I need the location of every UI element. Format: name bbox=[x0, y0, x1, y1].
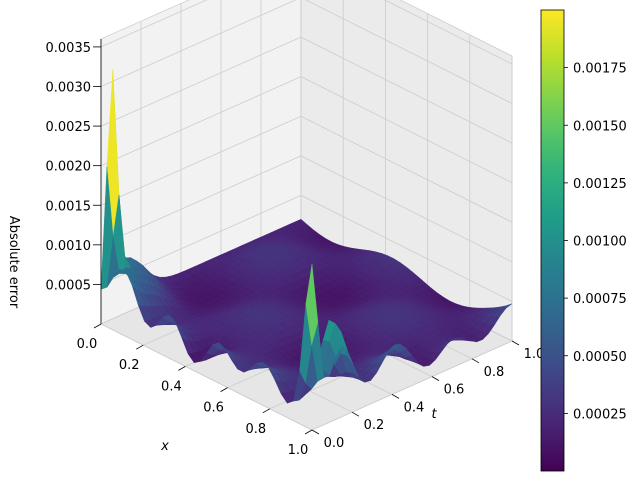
t-tick-mark bbox=[391, 394, 400, 399]
gridline-wall-z bbox=[305, 0, 513, 104]
colorbar-tick-label: 0.00125 bbox=[573, 177, 627, 192]
x-axis-label: x bbox=[160, 439, 169, 454]
z-tick-label: 0.0030 bbox=[46, 81, 92, 96]
gridline-wall-z bbox=[100, 0, 297, 87]
x-tick-label: 0.2 bbox=[119, 358, 140, 373]
colorbar-tick-label: 0.00025 bbox=[573, 407, 627, 422]
t-tick-label: 1.0 bbox=[524, 347, 545, 362]
z-tick-label: 0.0025 bbox=[46, 120, 92, 135]
z-tick-label: 0.0020 bbox=[46, 160, 92, 175]
gridline-wall-z bbox=[100, 76, 302, 167]
x-tick-mark bbox=[262, 408, 270, 414]
axis-ticks: 0.0 0.2 0.4 0.6 0.8 1.0 0.0 0.2 0.4 0.6 0.8 1.0 0.00… bbox=[46, 39, 545, 458]
x-tick-label: 0.6 bbox=[203, 401, 224, 416]
gridline-wall-z bbox=[300, 36, 513, 144]
gridline-wall-z bbox=[100, 115, 302, 206]
t-tick-label: 0.4 bbox=[404, 400, 425, 415]
surface-facet bbox=[305, 263, 319, 345]
z-tick-label: 0.0015 bbox=[46, 199, 92, 214]
gridline-wall-z bbox=[383, 0, 513, 65]
t-tick-label: 0.2 bbox=[364, 418, 385, 433]
colorbar-bar bbox=[540, 9, 565, 472]
t-tick-label: 0.6 bbox=[444, 383, 465, 398]
x-tick-label: 0.4 bbox=[161, 379, 182, 394]
gridline-wall-z bbox=[300, 195, 513, 302]
x-tick-mark bbox=[220, 387, 228, 392]
gridline-wall-z bbox=[100, 0, 208, 48]
z-tick-label: 0.0010 bbox=[46, 239, 92, 254]
gridline-wall-z bbox=[300, 155, 513, 263]
colorbar-tick-label: 0.00175 bbox=[573, 62, 627, 77]
t-tick-mark bbox=[471, 358, 480, 364]
x-tick-mark bbox=[93, 323, 102, 329]
x-tick-label: 1.0 bbox=[288, 443, 309, 458]
t-tick-mark bbox=[511, 340, 520, 346]
z-tick-label: 0.0035 bbox=[46, 41, 92, 56]
colorbar: 0.00025 0.00050 0.00075 0.00100 0.00125 0.001… bbox=[540, 9, 627, 472]
t-tick-label: 0.8 bbox=[484, 365, 505, 380]
gridline-floor-t bbox=[100, 323, 313, 431]
t-tick-label: 0.0 bbox=[324, 436, 345, 451]
gridline-wall-z bbox=[300, 76, 513, 184]
t-axis-label: t bbox=[431, 407, 437, 422]
t-tick-mark bbox=[431, 376, 440, 381]
gridline-wall-z bbox=[100, 155, 302, 246]
t-tick-mark bbox=[351, 411, 360, 417]
t-tick-mark bbox=[311, 429, 320, 435]
gridline-wall-z bbox=[300, 115, 513, 223]
gridline-floor-x bbox=[311, 340, 513, 431]
z-tick-label: 0.0005 bbox=[46, 278, 92, 293]
x-tick-label: 0.0 bbox=[77, 337, 98, 352]
x-tick-mark bbox=[178, 366, 186, 371]
x-tick-label: 0.8 bbox=[245, 422, 266, 437]
error-surface bbox=[100, 69, 513, 404]
gridline-wall-z bbox=[100, 36, 302, 127]
colorbar-tick-label: 0.00050 bbox=[573, 350, 627, 365]
z-axis-label: Absolute error bbox=[6, 216, 21, 309]
x-tick-mark bbox=[136, 344, 144, 350]
colorbar-tick-label: 0.00150 bbox=[573, 119, 627, 134]
colorbar-tick-label: 0.00100 bbox=[573, 235, 627, 250]
x-tick-mark bbox=[304, 429, 313, 435]
colorbar-tick-label: 0.00075 bbox=[573, 292, 627, 307]
